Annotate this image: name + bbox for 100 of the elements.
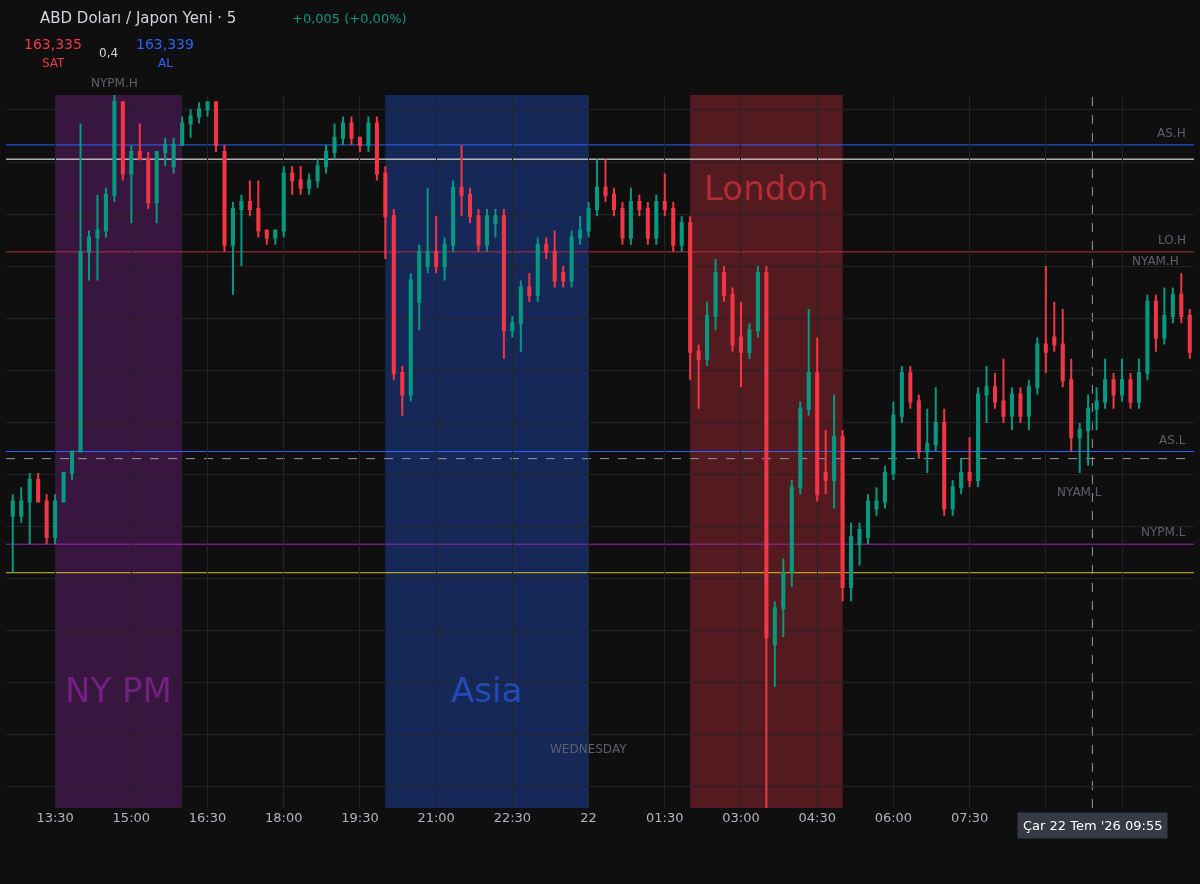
- candlestick: [984, 364, 989, 424]
- candlestick: [163, 136, 168, 168]
- candlestick: [459, 143, 464, 218]
- candlestick: [527, 272, 532, 303]
- candlestick: [44, 493, 49, 546]
- band-label: London: [704, 168, 829, 208]
- candlestick: [518, 279, 523, 353]
- candlestick: [324, 143, 329, 175]
- candlestick: [1162, 286, 1167, 346]
- ref-line-label: Çar 22 Tem '26 09:55: [1023, 818, 1163, 833]
- candlestick: [916, 393, 921, 460]
- candlestick: [1086, 393, 1091, 467]
- candlestick: [1077, 421, 1082, 474]
- candlestick: [789, 479, 794, 588]
- candlestick: [484, 208, 489, 253]
- text: AL: [158, 56, 174, 70]
- candlestick: [1009, 386, 1014, 432]
- candlestick: [772, 600, 777, 688]
- candlestick: [10, 493, 15, 574]
- candlestick: [1128, 372, 1133, 410]
- candlestick: [586, 200, 591, 239]
- candlestick: [806, 307, 811, 417]
- candlestick: [781, 557, 786, 638]
- candlestick: [840, 429, 845, 603]
- candlestick: [1170, 286, 1175, 325]
- band-label: Asia: [451, 670, 523, 710]
- ref-line-label: NYPM.L: [1141, 525, 1186, 539]
- candlestick: [645, 200, 650, 246]
- candlestick: [933, 386, 938, 453]
- candlestick: [815, 336, 820, 503]
- candlestick: [688, 215, 693, 382]
- annotation: NYPM.H: [91, 76, 138, 90]
- text: 0,4: [99, 46, 119, 60]
- candlestick: [620, 200, 625, 246]
- x-tick-label: 18:00: [265, 810, 303, 825]
- candlestick: [400, 364, 405, 417]
- candlestick: [374, 115, 379, 182]
- candlestick: [264, 229, 269, 246]
- candlestick: [281, 165, 286, 239]
- candlestick: [256, 179, 261, 239]
- candlestick: [950, 479, 955, 517]
- candlestick: [86, 229, 92, 282]
- candlestick: [425, 186, 430, 275]
- candlestick: [222, 143, 227, 253]
- candlestick: [925, 407, 930, 474]
- candlestick: [383, 165, 388, 260]
- text: 163,339: [136, 36, 194, 52]
- candlestick: [188, 108, 193, 139]
- candlestick: [662, 172, 667, 218]
- x-tick-label: 01:30: [646, 810, 684, 825]
- candlestick: [959, 457, 964, 496]
- x-tick-label: 22:30: [493, 810, 532, 825]
- candlestick: [493, 208, 498, 239]
- candlestick: [1001, 357, 1006, 424]
- x-tick-label: 15:00: [112, 810, 151, 825]
- candlestick: [417, 243, 422, 332]
- candlestick: [230, 200, 235, 296]
- candlestick: [611, 186, 617, 218]
- text: +0,005 (+0,00%): [292, 11, 407, 26]
- candlestick: [451, 179, 456, 253]
- candlestick: [434, 215, 439, 275]
- candlestick: [1111, 372, 1116, 410]
- x-tick-label: 03:00: [722, 810, 760, 825]
- candlestick: [70, 450, 75, 482]
- band-label: NY PM: [65, 670, 172, 710]
- candlestick: [899, 364, 904, 424]
- candlestick: [349, 115, 354, 146]
- candlestick: [671, 200, 676, 253]
- candlestick: [628, 186, 633, 246]
- candlestick: [146, 151, 151, 211]
- candlestick: [307, 172, 312, 196]
- candlestick: [967, 436, 972, 489]
- candlestick: [857, 521, 862, 567]
- candlestick: [722, 265, 727, 303]
- candlestick: [366, 115, 371, 154]
- candlestick: [95, 193, 100, 282]
- candlestick: [552, 229, 557, 289]
- candlestick: [679, 215, 684, 253]
- candlestick: [154, 151, 159, 225]
- candlestick: [595, 158, 600, 218]
- candlestick: [391, 208, 396, 382]
- candlestick: [1153, 293, 1158, 353]
- candlestick: [755, 265, 760, 339]
- candlestick: [27, 471, 32, 546]
- x-tick-label: 04:30: [798, 810, 836, 825]
- candlestick: [738, 300, 744, 389]
- candlestick: [315, 158, 320, 189]
- candlestick: [1094, 386, 1099, 432]
- candlestick: [273, 229, 278, 246]
- candlestick: [476, 208, 481, 253]
- candlestick: [1136, 357, 1141, 410]
- x-tick-label: 07:30: [950, 810, 989, 825]
- candlestick: [696, 343, 701, 410]
- candlestick: [865, 493, 871, 546]
- x-tick-label: 22: [580, 810, 597, 825]
- candlestick: [61, 471, 66, 503]
- candlestick: [78, 122, 83, 453]
- candlestick: [713, 257, 718, 332]
- candlestick: [332, 122, 337, 161]
- candlestick: [357, 136, 362, 154]
